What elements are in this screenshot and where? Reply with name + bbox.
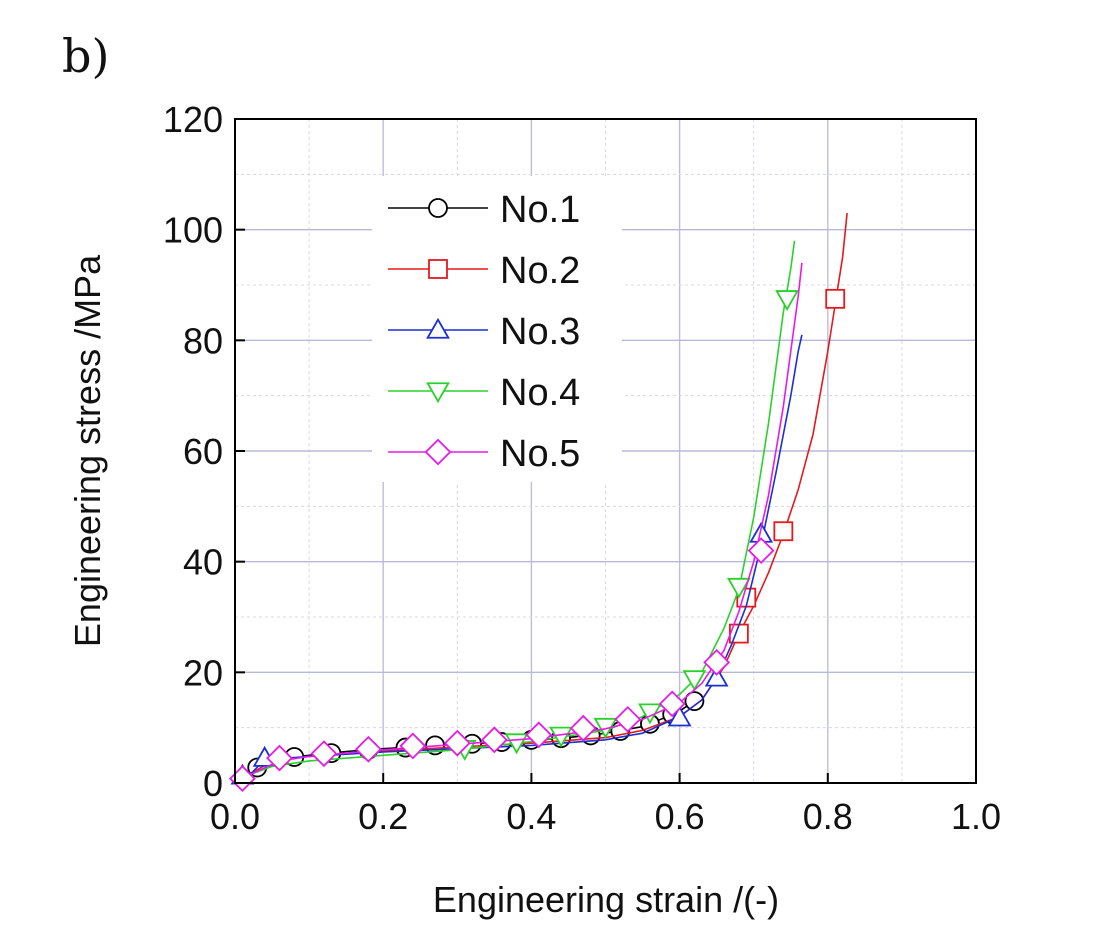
legend-marker	[424, 438, 452, 466]
series-layer	[228, 213, 848, 792]
legend-item: No.3	[388, 311, 580, 353]
data-point	[443, 729, 471, 757]
x-tick-label: 0.2	[358, 796, 408, 837]
data-point	[399, 732, 427, 760]
y-tick-label: 40	[183, 542, 223, 583]
legend-label: No.4	[500, 372, 580, 414]
data-point	[569, 714, 597, 742]
x-axis-title: Engineering strain /(-)	[433, 879, 779, 920]
y-tick-label: 20	[183, 652, 223, 693]
data-point	[266, 744, 293, 772]
x-axis: 0.0 0.2 0.4 0.6 0.8 1.0	[210, 773, 1001, 837]
y-tick-label: 60	[183, 431, 223, 472]
x-tick-label: 0.4	[506, 796, 556, 837]
series-no1	[234, 691, 705, 784]
data-point	[525, 721, 553, 749]
x-tick-label: 0.6	[655, 796, 705, 837]
y-axis: 0 20 40 60 80 100 120	[163, 99, 245, 804]
series-line	[234, 262, 803, 784]
legend-marker	[428, 198, 448, 218]
legend-item: No.2	[388, 250, 580, 292]
data-point	[310, 740, 338, 768]
legend-marker	[426, 317, 450, 339]
legend-label: No.1	[500, 189, 580, 231]
legend-item: No.5	[388, 433, 580, 475]
y-tick-label: 0	[203, 763, 223, 804]
data-point	[682, 670, 707, 692]
data-point	[480, 726, 508, 754]
panel-label: b)	[62, 29, 109, 83]
y-tick-label: 100	[163, 210, 223, 251]
x-tick-label: 1.0	[951, 796, 1001, 837]
data-point	[747, 537, 775, 565]
legend-label: No.3	[500, 311, 580, 353]
data-point	[703, 648, 731, 676]
data-point	[825, 288, 846, 309]
data-point	[775, 290, 799, 311]
data-point	[704, 665, 729, 687]
y-tick-label: 120	[163, 99, 223, 140]
data-point	[667, 705, 692, 727]
legend-label: No.2	[500, 250, 580, 292]
x-tick-label: 0.8	[803, 796, 853, 837]
data-point	[658, 690, 686, 718]
data-point	[614, 705, 642, 733]
legend-marker	[428, 259, 448, 279]
legend-background	[372, 176, 622, 482]
y-axis-title: Engineering stress /MPa	[67, 254, 108, 647]
legend-label: No.5	[500, 433, 580, 475]
y-tick-label: 80	[183, 320, 223, 361]
legend-item: No.1	[388, 189, 580, 231]
data-point	[773, 521, 794, 542]
data-point	[549, 726, 573, 748]
data-point	[684, 691, 705, 712]
legend: No.1 No.2 No.3 No.4 No.5	[388, 189, 580, 475]
legend-marker	[426, 382, 450, 404]
legend-item: No.4	[388, 372, 580, 414]
data-point	[726, 577, 751, 599]
x-tick-label: 0.0	[210, 796, 260, 837]
data-point	[354, 735, 382, 763]
series-no5	[228, 262, 803, 792]
